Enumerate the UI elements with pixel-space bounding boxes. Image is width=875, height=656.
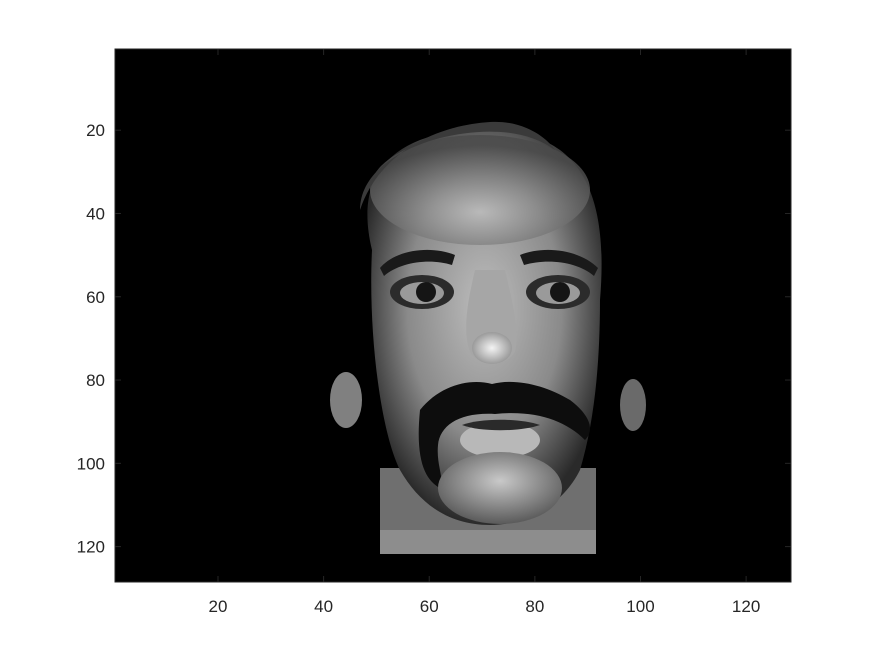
x-tick-label: 80 xyxy=(525,597,544,616)
y-tick-label: 40 xyxy=(86,204,105,223)
x-tick-label: 120 xyxy=(732,597,760,616)
image-plot xyxy=(115,49,791,582)
chin-region xyxy=(438,452,562,524)
x-tick-label: 60 xyxy=(420,597,439,616)
x-tick-label: 40 xyxy=(314,597,333,616)
right-eyebrow xyxy=(520,249,598,276)
left-eyebrow xyxy=(380,249,455,276)
x-axis: 20 40 60 80 100 120 xyxy=(209,49,760,616)
left-ear xyxy=(330,372,362,428)
y-tick-label: 100 xyxy=(77,454,105,473)
mustache xyxy=(418,381,590,488)
nose-tip xyxy=(472,332,512,364)
mouth-line xyxy=(462,419,540,431)
y-tick-label: 60 xyxy=(86,288,105,307)
forehead-region xyxy=(370,135,590,245)
right-pupil xyxy=(550,282,570,302)
y-tick-label: 20 xyxy=(86,121,105,140)
y-axis: 20 40 60 80 100 120 xyxy=(77,121,791,557)
left-pupil xyxy=(416,282,436,302)
x-tick-label: 100 xyxy=(626,597,654,616)
lower-lip xyxy=(460,422,540,458)
y-tick-label: 80 xyxy=(86,371,105,390)
x-tick-label: 20 xyxy=(209,597,228,616)
right-ear xyxy=(620,379,646,431)
axes-box xyxy=(114,48,792,583)
collar-region xyxy=(380,530,596,554)
y-tick-label: 120 xyxy=(77,538,105,557)
